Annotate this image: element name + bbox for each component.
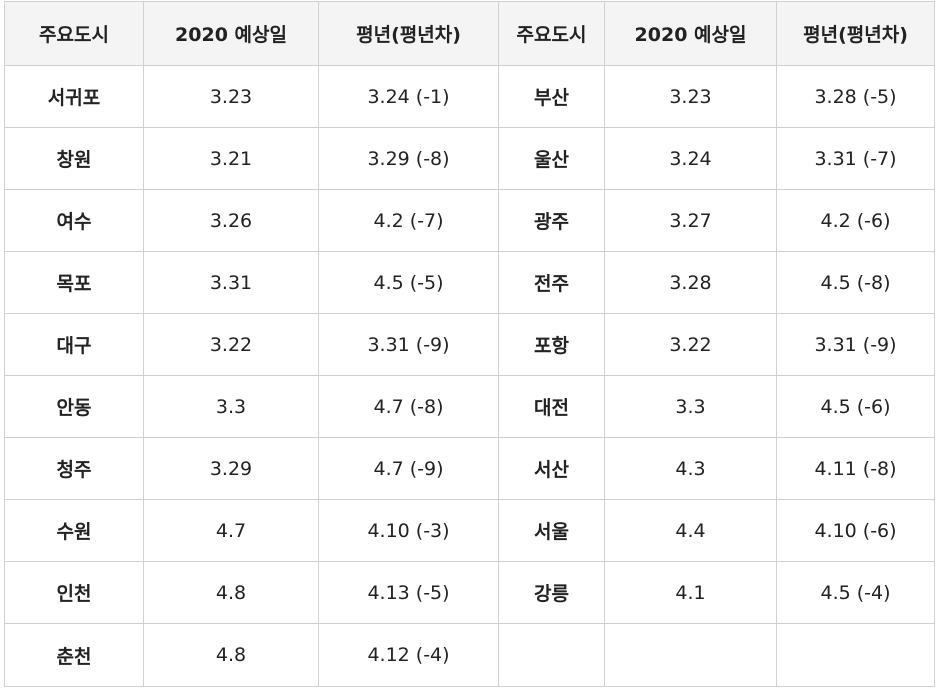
forecast-date-cell: 4.3 bbox=[604, 437, 777, 500]
table-row: 서귀포 3.23 3.24 (-1) 부산 3.23 3.28 (-5) bbox=[4, 65, 935, 128]
city-cell: 인천 bbox=[4, 561, 144, 624]
forecast-date-cell: 3.3 bbox=[143, 375, 319, 438]
normal-date-cell: 4.5 (-6) bbox=[776, 375, 935, 438]
city-cell: 부산 bbox=[498, 65, 605, 128]
forecast-date-cell: 3.22 bbox=[604, 313, 777, 376]
table-row: 목포 3.31 4.5 (-5) 전주 3.28 4.5 (-8) bbox=[4, 251, 935, 314]
city-cell: 안동 bbox=[4, 375, 144, 438]
city-cell: 울산 bbox=[498, 127, 605, 190]
city-cell: 포항 bbox=[498, 313, 605, 376]
city-cell: 광주 bbox=[498, 189, 605, 252]
city-cell: 대구 bbox=[4, 313, 144, 376]
normal-date-cell: 4.12 (-4) bbox=[318, 623, 499, 687]
normal-date-cell: 4.2 (-7) bbox=[318, 189, 499, 252]
normal-date-cell: 3.29 (-8) bbox=[318, 127, 499, 190]
bloom-forecast-table: 주요도시 2020 예상일 평년(평년차) 주요도시 2020 예상일 평년(평… bbox=[4, 1, 935, 687]
normal-date-cell: 4.13 (-5) bbox=[318, 561, 499, 624]
forecast-date-cell: 4.8 bbox=[143, 561, 319, 624]
empty-cell bbox=[604, 623, 777, 687]
header-normal-left: 평년(평년차) bbox=[318, 1, 499, 66]
forecast-date-cell: 4.8 bbox=[143, 623, 319, 687]
header-forecast-right: 2020 예상일 bbox=[604, 1, 777, 66]
city-cell: 목포 bbox=[4, 251, 144, 314]
forecast-date-cell: 4.7 bbox=[143, 499, 319, 562]
normal-date-cell: 4.5 (-8) bbox=[776, 251, 935, 314]
normal-date-cell: 3.28 (-5) bbox=[776, 65, 935, 128]
table-header-row: 주요도시 2020 예상일 평년(평년차) 주요도시 2020 예상일 평년(평… bbox=[4, 1, 935, 66]
normal-date-cell: 4.5 (-5) bbox=[318, 251, 499, 314]
normal-date-cell: 3.31 (-7) bbox=[776, 127, 935, 190]
forecast-date-cell: 3.26 bbox=[143, 189, 319, 252]
normal-date-cell: 4.10 (-6) bbox=[776, 499, 935, 562]
header-city-right: 주요도시 bbox=[498, 1, 605, 66]
forecast-date-cell: 3.23 bbox=[604, 65, 777, 128]
empty-cell bbox=[498, 623, 605, 687]
city-cell: 대전 bbox=[498, 375, 605, 438]
normal-date-cell: 4.7 (-8) bbox=[318, 375, 499, 438]
normal-date-cell: 3.24 (-1) bbox=[318, 65, 499, 128]
city-cell: 서귀포 bbox=[4, 65, 144, 128]
city-cell: 청주 bbox=[4, 437, 144, 500]
city-cell: 전주 bbox=[498, 251, 605, 314]
forecast-date-cell: 3.24 bbox=[604, 127, 777, 190]
table-row: 인천 4.8 4.13 (-5) 강릉 4.1 4.5 (-4) bbox=[4, 561, 935, 624]
forecast-date-cell: 3.21 bbox=[143, 127, 319, 190]
forecast-date-cell: 3.28 bbox=[604, 251, 777, 314]
table-row: 수원 4.7 4.10 (-3) 서울 4.4 4.10 (-6) bbox=[4, 499, 935, 562]
header-forecast-left: 2020 예상일 bbox=[143, 1, 319, 66]
city-cell: 강릉 bbox=[498, 561, 605, 624]
city-cell: 창원 bbox=[4, 127, 144, 190]
normal-date-cell: 3.31 (-9) bbox=[776, 313, 935, 376]
table-row: 여수 3.26 4.2 (-7) 광주 3.27 4.2 (-6) bbox=[4, 189, 935, 252]
city-cell: 서울 bbox=[498, 499, 605, 562]
city-cell: 서산 bbox=[498, 437, 605, 500]
city-cell: 수원 bbox=[4, 499, 144, 562]
forecast-date-cell: 4.1 bbox=[604, 561, 777, 624]
normal-date-cell: 3.31 (-9) bbox=[318, 313, 499, 376]
forecast-date-cell: 3.22 bbox=[143, 313, 319, 376]
city-cell: 춘천 bbox=[4, 623, 144, 687]
table-row: 안동 3.3 4.7 (-8) 대전 3.3 4.5 (-6) bbox=[4, 375, 935, 438]
header-normal-right: 평년(평년차) bbox=[776, 1, 935, 66]
forecast-date-cell: 3.3 bbox=[604, 375, 777, 438]
forecast-date-cell: 4.4 bbox=[604, 499, 777, 562]
forecast-date-cell: 3.29 bbox=[143, 437, 319, 500]
table-row: 대구 3.22 3.31 (-9) 포항 3.22 3.31 (-9) bbox=[4, 313, 935, 376]
normal-date-cell: 4.5 (-4) bbox=[776, 561, 935, 624]
table-row: 춘천 4.8 4.12 (-4) bbox=[4, 623, 935, 687]
normal-date-cell: 4.2 (-6) bbox=[776, 189, 935, 252]
normal-date-cell: 4.11 (-8) bbox=[776, 437, 935, 500]
normal-date-cell: 4.10 (-3) bbox=[318, 499, 499, 562]
empty-cell bbox=[776, 623, 935, 687]
city-cell: 여수 bbox=[4, 189, 144, 252]
header-city-left: 주요도시 bbox=[4, 1, 144, 66]
forecast-date-cell: 3.27 bbox=[604, 189, 777, 252]
forecast-date-cell: 3.23 bbox=[143, 65, 319, 128]
normal-date-cell: 4.7 (-9) bbox=[318, 437, 499, 500]
table-row: 청주 3.29 4.7 (-9) 서산 4.3 4.11 (-8) bbox=[4, 437, 935, 500]
forecast-date-cell: 3.31 bbox=[143, 251, 319, 314]
table-row: 창원 3.21 3.29 (-8) 울산 3.24 3.31 (-7) bbox=[4, 127, 935, 190]
